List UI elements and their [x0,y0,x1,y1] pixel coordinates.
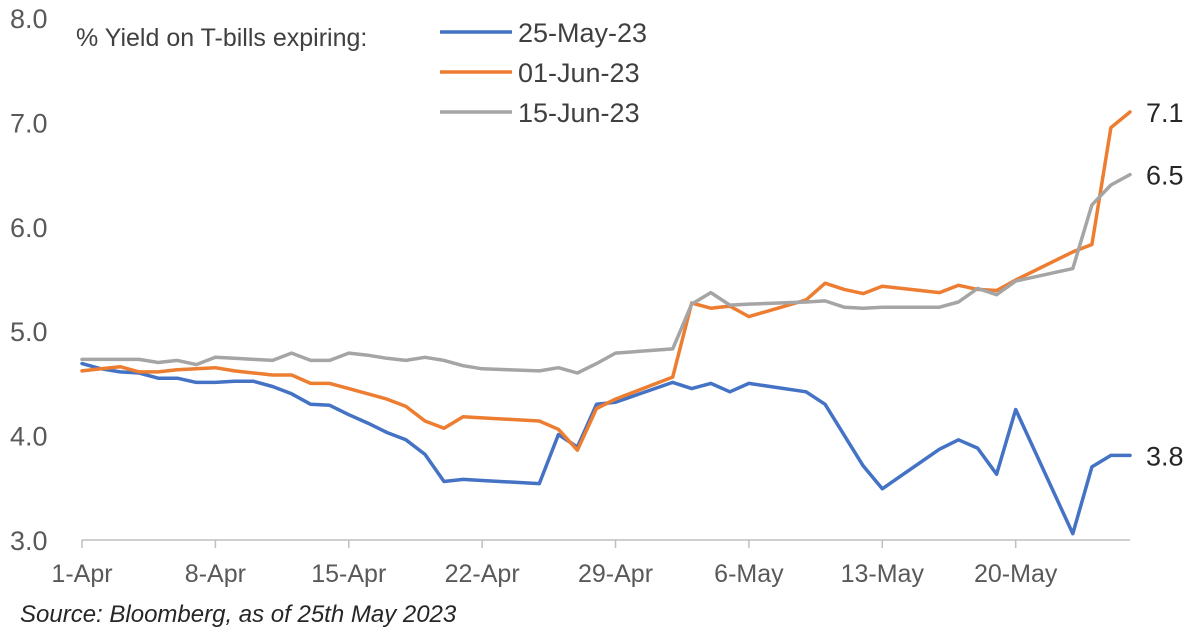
x-tick-label: 29-Apr [578,560,653,588]
y-axis: 3.0 4.0 5.0 6.0 7.0 8.0 [10,4,48,556]
series-lines [80,110,1132,536]
y-tick-label: 6.0 [10,213,48,243]
x-tick-label: 6-May [714,560,784,588]
series-line-2 [80,110,1132,452]
legend-title: % Yield on T-bills expiring: [76,24,367,52]
x-tick-label: 22-Apr [445,560,520,588]
legend-label-2: 01-Jun-23 [518,58,640,88]
x-tick-label: 13-May [841,560,925,588]
end-label-1: 3.8 [1146,441,1184,471]
legend-label-1: 25-May-23 [518,18,647,48]
x-tick-label: 15-Apr [311,560,386,588]
x-tick-label: 1-Apr [51,560,112,588]
series-line-1 [80,361,1132,536]
x-tick-label: 8-Apr [185,560,246,588]
x-axis: 1-Apr 8-Apr 15-Apr 22-Apr 29-Apr 6-May 13-May 2… [51,539,1130,588]
y-tick-label: 5.0 [10,317,48,347]
x-tick-label: 20-May [974,560,1058,588]
end-label-2: 7.1 [1146,98,1184,128]
source-note: Source: Bloomberg, as of 25th May 2023 [20,601,457,628]
y-tick-label: 3.0 [10,526,48,556]
y-tick-label: 8.0 [10,4,48,34]
y-tick-label: 7.0 [10,108,48,138]
end-label-3: 6.5 [1146,161,1184,191]
legend: % Yield on T-bills expiring: 25-May-23 01… [76,18,647,128]
y-tick-label: 4.0 [10,422,48,452]
series-line-3 [80,172,1132,375]
end-labels: 3.8 7.1 6.5 [1146,98,1184,471]
legend-label-3: 15-Jun-23 [518,98,640,128]
